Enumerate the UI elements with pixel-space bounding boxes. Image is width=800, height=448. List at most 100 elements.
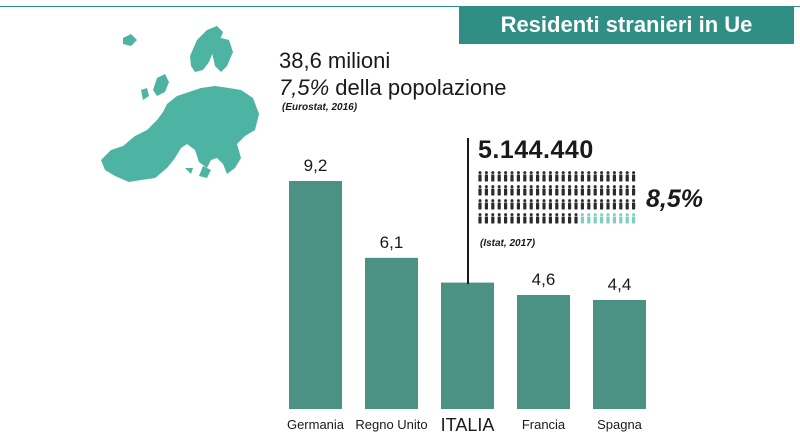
person-icon (536, 199, 540, 210)
person-icon (523, 171, 527, 182)
person-icon (536, 171, 540, 182)
person-icon (612, 185, 616, 196)
person-icon (484, 213, 488, 224)
person-icon (619, 185, 623, 196)
person-icon (529, 199, 533, 210)
person-icon (561, 199, 565, 210)
category-label: Spagna (597, 417, 643, 432)
person-icon (542, 185, 546, 196)
person-icon (612, 171, 616, 182)
value-label: 6,1 (380, 233, 404, 252)
person-icon (529, 171, 533, 182)
person-icon (510, 171, 514, 182)
person-icon (478, 213, 482, 224)
person-icon (593, 171, 597, 182)
eu-percent: 7,5% (279, 75, 330, 100)
person-icon (548, 185, 552, 196)
person-icon (529, 185, 533, 196)
person-icon (632, 199, 636, 210)
person-icon (580, 185, 584, 196)
bar-francia (517, 295, 570, 409)
person-icon (548, 199, 552, 210)
person-icon (593, 199, 597, 210)
category-label: Francia (522, 417, 566, 432)
person-icon (497, 185, 501, 196)
person-icon (510, 199, 514, 210)
person-icon (625, 199, 629, 210)
person-icon (491, 199, 495, 210)
italy-source: (Istat, 2017) (480, 238, 536, 249)
italy-callout-line (467, 138, 469, 284)
person-icon (497, 199, 501, 210)
person-icon (587, 185, 591, 196)
title-rule (0, 6, 800, 7)
person-icon (555, 171, 559, 182)
italy-percent: 8,5% (646, 185, 703, 213)
person-icon (580, 171, 584, 182)
person-icon (561, 213, 565, 224)
person-icon (484, 199, 488, 210)
italy-total: 5.144.440 (478, 136, 594, 164)
person-icon (504, 171, 508, 182)
person-icon (542, 213, 546, 224)
person-icon (625, 171, 629, 182)
person-icon (612, 199, 616, 210)
eu-percent-line: 7,5% della popolazione (279, 75, 507, 101)
person-icon (606, 185, 610, 196)
eu-percent-text: della popolazione (335, 75, 507, 100)
person-icon (516, 185, 520, 196)
person-icon (619, 171, 623, 182)
category-label: Regno Unito (355, 417, 427, 432)
person-icon-highlighted (612, 213, 616, 224)
person-icon (587, 199, 591, 210)
person-icon (568, 213, 572, 224)
person-icon (478, 185, 482, 196)
person-icon (548, 213, 552, 224)
person-icon (568, 185, 572, 196)
person-icon (587, 171, 591, 182)
person-icon-highlighted (625, 213, 629, 224)
person-icon (491, 213, 495, 224)
person-icon (510, 185, 514, 196)
bar-regno-unito (365, 257, 418, 409)
person-icon (478, 171, 482, 182)
person-icon (491, 171, 495, 182)
page-title: Residenti stranieri in Ue (459, 6, 794, 44)
person-icon (555, 199, 559, 210)
person-icon-highlighted (593, 213, 597, 224)
person-icon (510, 213, 514, 224)
category-label: Germania (287, 417, 345, 432)
person-icon (478, 199, 482, 210)
person-icon (574, 171, 578, 182)
person-icon (606, 171, 610, 182)
person-icon-highlighted (619, 213, 623, 224)
person-icon (523, 199, 527, 210)
person-icon (568, 171, 572, 182)
value-label: 9,2 (304, 156, 328, 175)
person-icon (600, 199, 604, 210)
person-icon (632, 171, 636, 182)
person-icon (555, 213, 559, 224)
bar-italia (441, 282, 494, 409)
person-icon (619, 199, 623, 210)
person-icon (574, 213, 578, 224)
person-icon (600, 185, 604, 196)
person-icon (529, 213, 533, 224)
person-icon (536, 213, 540, 224)
person-icon (516, 213, 520, 224)
person-icon-highlighted (587, 213, 591, 224)
person-icon (574, 185, 578, 196)
person-icon (625, 185, 629, 196)
person-icon (491, 185, 495, 196)
europe-map-shape (101, 26, 259, 182)
person-icon-highlighted (606, 213, 610, 224)
person-icon (497, 171, 501, 182)
person-icon (504, 213, 508, 224)
category-label: ITALIA (441, 415, 495, 435)
person-icon (516, 171, 520, 182)
person-icon (504, 199, 508, 210)
person-icon (523, 185, 527, 196)
person-icon (484, 171, 488, 182)
person-icon (632, 185, 636, 196)
